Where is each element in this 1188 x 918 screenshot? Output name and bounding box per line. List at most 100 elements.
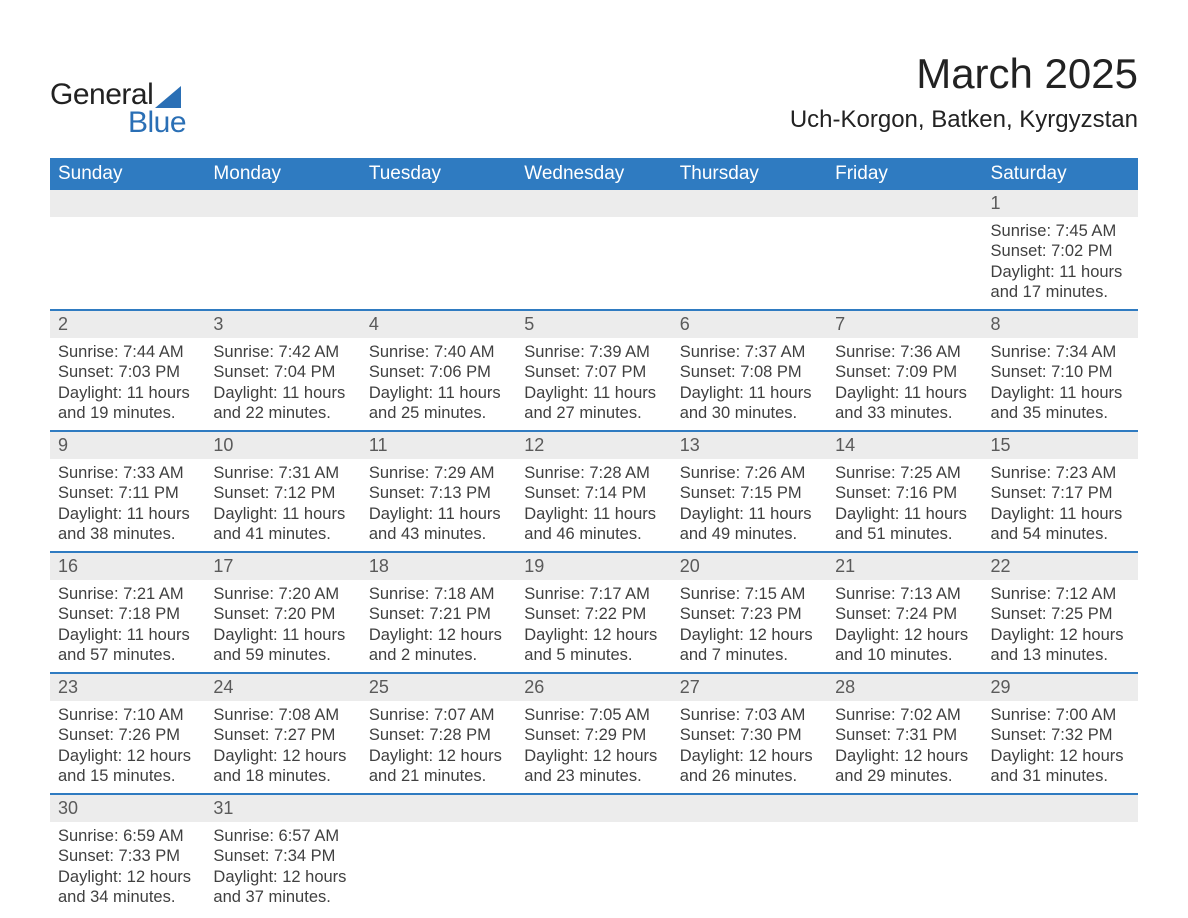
day-d1: Daylight: 12 hours (680, 625, 819, 646)
day-d2: and 33 minutes. (835, 403, 974, 424)
day-ss: Sunset: 7:28 PM (369, 725, 508, 746)
day-d1: Daylight: 12 hours (58, 746, 197, 767)
day-header: Friday (827, 158, 982, 190)
day-ss: Sunset: 7:34 PM (213, 846, 352, 867)
day-detail-cell: Sunrise: 7:44 AMSunset: 7:03 PMDaylight:… (50, 338, 205, 432)
day-detail-cell: Sunrise: 7:07 AMSunset: 7:28 PMDaylight:… (361, 701, 516, 795)
day-sr: Sunrise: 7:31 AM (213, 463, 352, 484)
day-number-cell: 5 (516, 310, 671, 338)
day-detail-cell: Sunrise: 7:08 AMSunset: 7:27 PMDaylight:… (205, 701, 360, 795)
day-number-cell: 8 (983, 310, 1138, 338)
day-d2: and 31 minutes. (991, 766, 1130, 787)
day-d1: Daylight: 11 hours (991, 383, 1130, 404)
day-header-row: Sunday Monday Tuesday Wednesday Thursday… (50, 158, 1138, 190)
day-d2: and 21 minutes. (369, 766, 508, 787)
day-number-cell: 24 (205, 673, 360, 701)
day-d2: and 19 minutes. (58, 403, 197, 424)
day-sr: Sunrise: 7:29 AM (369, 463, 508, 484)
day-ss: Sunset: 7:17 PM (991, 483, 1130, 504)
day-number-cell: 26 (516, 673, 671, 701)
day-ss: Sunset: 7:11 PM (58, 483, 197, 504)
day-d2: and 41 minutes. (213, 524, 352, 545)
day-sr: Sunrise: 6:59 AM (58, 826, 197, 847)
day-detail-cell: Sunrise: 7:13 AMSunset: 7:24 PMDaylight:… (827, 580, 982, 674)
day-sr: Sunrise: 7:36 AM (835, 342, 974, 363)
day-detail-cell: Sunrise: 7:03 AMSunset: 7:30 PMDaylight:… (672, 701, 827, 795)
day-d2: and 29 minutes. (835, 766, 974, 787)
day-detail-cell: Sunrise: 7:42 AMSunset: 7:04 PMDaylight:… (205, 338, 360, 432)
day-d2: and 37 minutes. (213, 887, 352, 908)
day-d2: and 13 minutes. (991, 645, 1130, 666)
day-d2: and 18 minutes. (213, 766, 352, 787)
day-d2: and 38 minutes. (58, 524, 197, 545)
day-number-cell: 4 (361, 310, 516, 338)
day-sr: Sunrise: 7:34 AM (991, 342, 1130, 363)
day-number-cell (205, 190, 360, 217)
calendar-table: Sunday Monday Tuesday Wednesday Thursday… (50, 158, 1138, 914)
day-detail-cell (50, 217, 205, 311)
day-number-cell: 30 (50, 794, 205, 822)
day-d2: and 15 minutes. (58, 766, 197, 787)
day-sr: Sunrise: 7:10 AM (58, 705, 197, 726)
day-d2: and 46 minutes. (524, 524, 663, 545)
day-d1: Daylight: 11 hours (680, 383, 819, 404)
day-detail-cell: Sunrise: 7:20 AMSunset: 7:20 PMDaylight:… (205, 580, 360, 674)
day-number-cell (50, 190, 205, 217)
day-d2: and 35 minutes. (991, 403, 1130, 424)
day-detail-cell (205, 217, 360, 311)
day-detail-cell: Sunrise: 7:18 AMSunset: 7:21 PMDaylight:… (361, 580, 516, 674)
header: General Blue March 2025 Uch-Korgon, Batk… (50, 50, 1138, 140)
day-sr: Sunrise: 7:05 AM (524, 705, 663, 726)
day-number-cell: 7 (827, 310, 982, 338)
day-d1: Daylight: 11 hours (991, 504, 1130, 525)
day-number-cell (827, 190, 982, 217)
day-sr: Sunrise: 7:45 AM (991, 221, 1130, 242)
day-number-cell: 23 (50, 673, 205, 701)
day-d2: and 17 minutes. (991, 282, 1130, 303)
day-d1: Daylight: 12 hours (991, 625, 1130, 646)
day-sr: Sunrise: 7:44 AM (58, 342, 197, 363)
detail-row: Sunrise: 7:44 AMSunset: 7:03 PMDaylight:… (50, 338, 1138, 432)
logo: General Blue (50, 50, 186, 140)
day-header: Sunday (50, 158, 205, 190)
day-number-cell: 1 (983, 190, 1138, 217)
day-d2: and 22 minutes. (213, 403, 352, 424)
day-d2: and 2 minutes. (369, 645, 508, 666)
day-d1: Daylight: 11 hours (58, 625, 197, 646)
day-detail-cell: Sunrise: 7:21 AMSunset: 7:18 PMDaylight:… (50, 580, 205, 674)
day-number-cell: 28 (827, 673, 982, 701)
daynum-row: 16171819202122 (50, 552, 1138, 580)
day-number-cell (516, 794, 671, 822)
day-ss: Sunset: 7:25 PM (991, 604, 1130, 625)
day-sr: Sunrise: 7:15 AM (680, 584, 819, 605)
day-sr: Sunrise: 7:25 AM (835, 463, 974, 484)
day-ss: Sunset: 7:26 PM (58, 725, 197, 746)
day-detail-cell: Sunrise: 7:02 AMSunset: 7:31 PMDaylight:… (827, 701, 982, 795)
day-detail-cell: Sunrise: 7:15 AMSunset: 7:23 PMDaylight:… (672, 580, 827, 674)
day-detail-cell: Sunrise: 7:45 AMSunset: 7:02 PMDaylight:… (983, 217, 1138, 311)
day-sr: Sunrise: 7:17 AM (524, 584, 663, 605)
day-d2: and 10 minutes. (835, 645, 974, 666)
day-detail-cell (516, 217, 671, 311)
day-d2: and 43 minutes. (369, 524, 508, 545)
detail-row: Sunrise: 7:45 AMSunset: 7:02 PMDaylight:… (50, 217, 1138, 311)
day-number-cell: 31 (205, 794, 360, 822)
day-sr: Sunrise: 7:39 AM (524, 342, 663, 363)
day-d1: Daylight: 12 hours (213, 746, 352, 767)
day-ss: Sunset: 7:12 PM (213, 483, 352, 504)
day-d1: Daylight: 11 hours (58, 383, 197, 404)
daynum-row: 2345678 (50, 310, 1138, 338)
day-number-cell: 29 (983, 673, 1138, 701)
day-number-cell: 11 (361, 431, 516, 459)
day-detail-cell (672, 217, 827, 311)
logo-text-blue: Blue (128, 106, 186, 140)
day-d1: Daylight: 11 hours (524, 504, 663, 525)
location: Uch-Korgon, Batken, Kyrgyzstan (790, 106, 1138, 134)
day-number-cell: 6 (672, 310, 827, 338)
day-ss: Sunset: 7:18 PM (58, 604, 197, 625)
day-header: Monday (205, 158, 360, 190)
day-number-cell (672, 794, 827, 822)
day-sr: Sunrise: 7:42 AM (213, 342, 352, 363)
day-sr: Sunrise: 7:03 AM (680, 705, 819, 726)
day-number-cell (361, 190, 516, 217)
